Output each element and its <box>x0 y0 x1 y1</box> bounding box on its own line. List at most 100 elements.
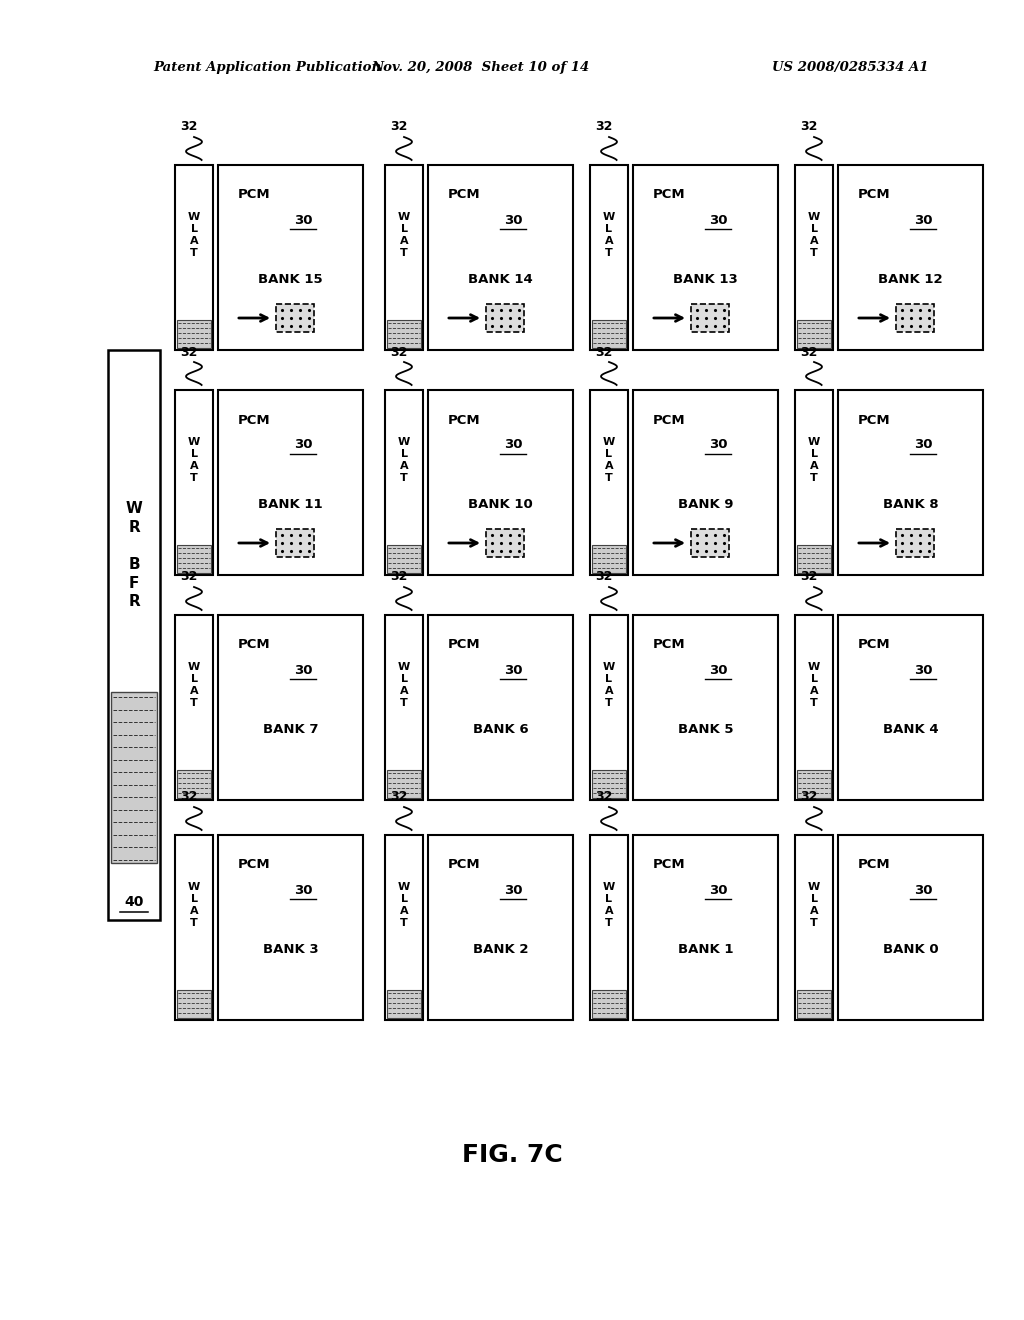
Bar <box>486 304 524 333</box>
Bar <box>175 615 213 800</box>
Bar <box>111 692 157 863</box>
Text: 30: 30 <box>913 438 932 451</box>
Text: BANK 14: BANK 14 <box>468 273 532 286</box>
Text: 30: 30 <box>294 214 312 227</box>
Bar <box>385 615 423 800</box>
Bar <box>896 529 934 557</box>
Bar <box>838 836 983 1020</box>
Bar <box>797 770 831 799</box>
Text: PCM: PCM <box>238 639 270 652</box>
Bar <box>633 165 778 350</box>
Text: PCM: PCM <box>858 639 891 652</box>
Text: 30: 30 <box>504 214 522 227</box>
Text: 30: 30 <box>913 883 932 896</box>
Text: BANK 13: BANK 13 <box>673 273 738 286</box>
Bar <box>633 615 778 800</box>
Text: 30: 30 <box>709 438 727 451</box>
Text: W
L
A
T: W L A T <box>603 663 615 709</box>
Text: BANK 9: BANK 9 <box>678 498 733 511</box>
Bar <box>797 545 831 573</box>
Text: 32: 32 <box>800 570 817 583</box>
Bar <box>633 836 778 1020</box>
Bar <box>387 545 421 573</box>
Text: PCM: PCM <box>238 189 270 202</box>
Bar <box>590 615 628 800</box>
Bar <box>175 389 213 576</box>
Text: W
R
 
B
F
R: W R B F R <box>126 502 142 610</box>
Text: Nov. 20, 2008  Sheet 10 of 14: Nov. 20, 2008 Sheet 10 of 14 <box>371 62 589 74</box>
Text: 32: 32 <box>180 346 198 359</box>
Text: W
L
A
T: W L A T <box>808 882 820 928</box>
Text: 32: 32 <box>595 570 612 583</box>
Bar <box>795 836 833 1020</box>
Text: PCM: PCM <box>238 413 270 426</box>
Text: W
L
A
T: W L A T <box>603 213 615 259</box>
Text: 30: 30 <box>913 214 932 227</box>
Bar <box>590 836 628 1020</box>
Text: PCM: PCM <box>449 413 480 426</box>
Text: 32: 32 <box>800 346 817 359</box>
Text: 32: 32 <box>390 346 408 359</box>
Text: W
L
A
T: W L A T <box>398 437 411 483</box>
Bar <box>108 350 160 920</box>
Text: BANK 10: BANK 10 <box>468 498 532 511</box>
Bar <box>592 545 626 573</box>
Text: BANK 15: BANK 15 <box>258 273 323 286</box>
Bar <box>276 529 314 557</box>
Bar <box>691 304 729 333</box>
Text: W
L
A
T: W L A T <box>187 213 200 259</box>
Text: PCM: PCM <box>238 858 270 871</box>
Text: BANK 5: BANK 5 <box>678 723 733 737</box>
Bar <box>387 319 421 348</box>
Text: BANK 3: BANK 3 <box>263 944 318 956</box>
Bar <box>592 319 626 348</box>
Text: W
L
A
T: W L A T <box>398 882 411 928</box>
Bar <box>177 990 211 1018</box>
Text: 32: 32 <box>595 791 612 804</box>
Text: 32: 32 <box>180 791 198 804</box>
Text: FIG. 7C: FIG. 7C <box>462 1143 562 1167</box>
Text: 32: 32 <box>390 570 408 583</box>
Text: BANK 11: BANK 11 <box>258 498 323 511</box>
Text: 32: 32 <box>800 791 817 804</box>
Bar <box>795 389 833 576</box>
Text: W
L
A
T: W L A T <box>398 213 411 259</box>
Bar <box>592 770 626 799</box>
Text: PCM: PCM <box>653 413 686 426</box>
Text: 30: 30 <box>709 214 727 227</box>
Text: BANK 2: BANK 2 <box>473 944 528 956</box>
Text: 30: 30 <box>294 664 312 676</box>
Text: W
L
A
T: W L A T <box>808 663 820 709</box>
Text: W
L
A
T: W L A T <box>808 437 820 483</box>
Text: BANK 7: BANK 7 <box>263 723 318 737</box>
Text: BANK 4: BANK 4 <box>883 723 938 737</box>
Bar <box>218 389 362 576</box>
Text: BANK 8: BANK 8 <box>883 498 938 511</box>
Text: PCM: PCM <box>858 858 891 871</box>
Text: PCM: PCM <box>653 858 686 871</box>
Text: 32: 32 <box>180 570 198 583</box>
Bar <box>177 770 211 799</box>
Bar <box>428 836 573 1020</box>
Text: BANK 1: BANK 1 <box>678 944 733 956</box>
Bar <box>387 990 421 1018</box>
Text: 30: 30 <box>294 883 312 896</box>
Bar <box>385 165 423 350</box>
Text: W
L
A
T: W L A T <box>603 437 615 483</box>
Text: PCM: PCM <box>858 413 891 426</box>
Text: US 2008/0285334 A1: US 2008/0285334 A1 <box>772 62 928 74</box>
Text: 32: 32 <box>390 791 408 804</box>
Bar <box>838 389 983 576</box>
Text: BANK 0: BANK 0 <box>883 944 938 956</box>
Bar <box>177 319 211 348</box>
Text: W
L
A
T: W L A T <box>808 213 820 259</box>
Text: Patent Application Publication: Patent Application Publication <box>153 62 381 74</box>
Bar <box>797 990 831 1018</box>
Text: 32: 32 <box>595 346 612 359</box>
Bar <box>896 304 934 333</box>
Bar <box>428 165 573 350</box>
Bar <box>838 615 983 800</box>
Text: W
L
A
T: W L A T <box>187 882 200 928</box>
Text: BANK 12: BANK 12 <box>879 273 943 286</box>
Text: PCM: PCM <box>858 189 891 202</box>
